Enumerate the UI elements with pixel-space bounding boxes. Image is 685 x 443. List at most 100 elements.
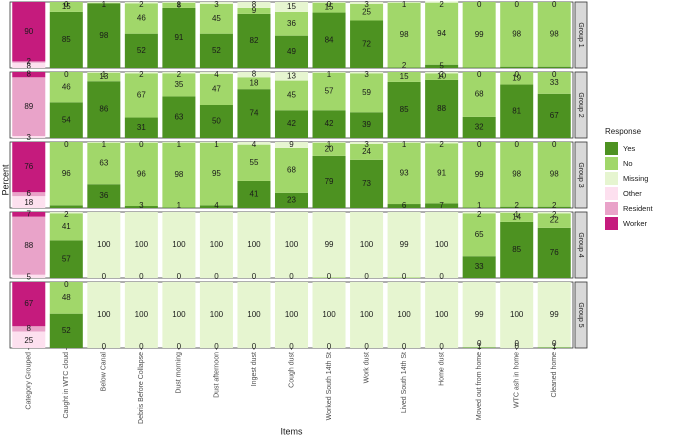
bar-segment-resident <box>12 216 46 275</box>
data-label: 72 <box>362 39 371 48</box>
data-label: 4 <box>214 70 219 79</box>
x-tick-label: Dust afternoon <box>213 352 220 398</box>
bar-segment-missing <box>274 212 309 278</box>
data-label: 20 <box>325 144 334 153</box>
bar-segment-yes <box>425 203 459 208</box>
data-label: 6 <box>402 201 407 210</box>
bar-segment-yes <box>462 256 496 278</box>
bar-segment-missing <box>462 282 496 348</box>
bar-segment-missing <box>162 282 196 348</box>
data-label: 2 <box>139 70 144 79</box>
legend-swatch-yes <box>605 142 618 155</box>
bar-segment-missing <box>237 142 271 145</box>
x-tick-label: Caught in WTC cloud <box>63 352 70 419</box>
data-label: 3 <box>364 140 369 149</box>
bar-segment-no <box>425 143 459 204</box>
data-label: 84 <box>325 35 334 44</box>
facet-label: Group 5 <box>577 302 584 327</box>
bar-segment-no <box>537 2 571 67</box>
bar-segment-missing <box>124 282 158 348</box>
bar-segment-no <box>350 73 384 113</box>
bar-segment-no <box>49 2 83 12</box>
data-label: 10 <box>437 72 446 81</box>
bar-segment-no <box>312 72 346 111</box>
data-label: 18 <box>24 198 33 207</box>
bar-segment-missing <box>274 72 309 81</box>
data-label: 33 <box>550 78 559 87</box>
data-label: 100 <box>322 310 336 319</box>
data-label: 1 <box>477 201 482 210</box>
bar-segment-yes <box>537 206 571 208</box>
data-label: 63 <box>99 159 108 168</box>
bar-segment-missing <box>124 2 158 4</box>
data-label: 88 <box>437 104 446 113</box>
data-label: 98 <box>99 31 108 40</box>
bar-segment-yes <box>500 206 534 208</box>
x-tick-label: Below Canal <box>101 352 108 392</box>
data-label: 2 <box>64 210 69 219</box>
data-label: 85 <box>400 105 409 114</box>
data-label: 0 <box>552 70 557 79</box>
data-label: 81 <box>512 106 521 115</box>
data-label: 86 <box>99 105 108 114</box>
legend-label: Other <box>623 189 642 198</box>
bar-segment-no <box>162 142 196 208</box>
data-label: 0 <box>139 140 144 149</box>
bar-segment-missing <box>500 282 534 348</box>
data-label: 0 <box>477 339 482 348</box>
bar-segment-no <box>49 72 83 103</box>
bar-segment-yes <box>162 207 196 208</box>
bar-segment-no <box>124 3 158 34</box>
bar-segment-missing <box>237 2 271 8</box>
bar-segment-no <box>387 142 421 205</box>
data-label: 0 <box>252 342 257 351</box>
bar-segment-yes <box>274 110 309 138</box>
data-label: 0 <box>514 339 519 348</box>
data-label: 8 <box>27 70 32 79</box>
bar-segment-yes <box>462 116 496 138</box>
bar-segment-missing <box>350 212 384 278</box>
data-label: 67 <box>137 91 146 100</box>
data-label: 19 <box>512 73 521 82</box>
bar-segment-no <box>387 72 421 82</box>
bar-segment-other <box>12 62 46 68</box>
bar-segment-missing <box>425 282 459 348</box>
data-label: 0 <box>514 0 519 9</box>
bar-segment-yes <box>87 81 121 138</box>
data-label: 0 <box>289 272 294 281</box>
bar-segment-yes <box>537 227 571 278</box>
data-label: 8 <box>27 61 32 70</box>
bar-segment-missing <box>387 212 421 278</box>
bar-segment-no <box>500 212 534 222</box>
bar-segment-yes <box>425 64 459 68</box>
legend-swatch-no <box>605 157 618 170</box>
data-label: 0 <box>552 140 557 149</box>
bar-segment-no <box>162 2 196 8</box>
bar-segment-yes <box>49 205 83 208</box>
data-label: 100 <box>397 310 411 319</box>
bar-segment-missing <box>162 72 196 74</box>
data-label: 2 <box>27 57 32 66</box>
data-label: 76 <box>550 248 559 257</box>
data-label: 36 <box>287 19 296 28</box>
facet-strip-5 <box>574 281 588 349</box>
data-label: 100 <box>435 240 449 249</box>
data-label: 52 <box>62 326 71 335</box>
bar-segment-yes <box>387 67 421 68</box>
data-label: 91 <box>437 168 446 177</box>
bar-segment-missing <box>350 72 384 74</box>
data-label: 7 <box>439 201 444 210</box>
bar-segment-no <box>462 213 496 257</box>
bar-segment-no <box>462 72 496 117</box>
legend-title: Response <box>605 127 642 136</box>
facet-strip-3 <box>574 141 588 209</box>
bar-segment-yes <box>274 192 309 208</box>
legend-label: Resident <box>623 204 654 213</box>
bar-segment-no <box>387 2 421 68</box>
data-label: 33 <box>475 262 484 271</box>
bar-segment-resident <box>12 192 46 197</box>
x-tick-label: Lived South 14th St <box>401 352 408 413</box>
data-label: 1 <box>477 342 482 351</box>
data-label: 0 <box>402 272 407 281</box>
